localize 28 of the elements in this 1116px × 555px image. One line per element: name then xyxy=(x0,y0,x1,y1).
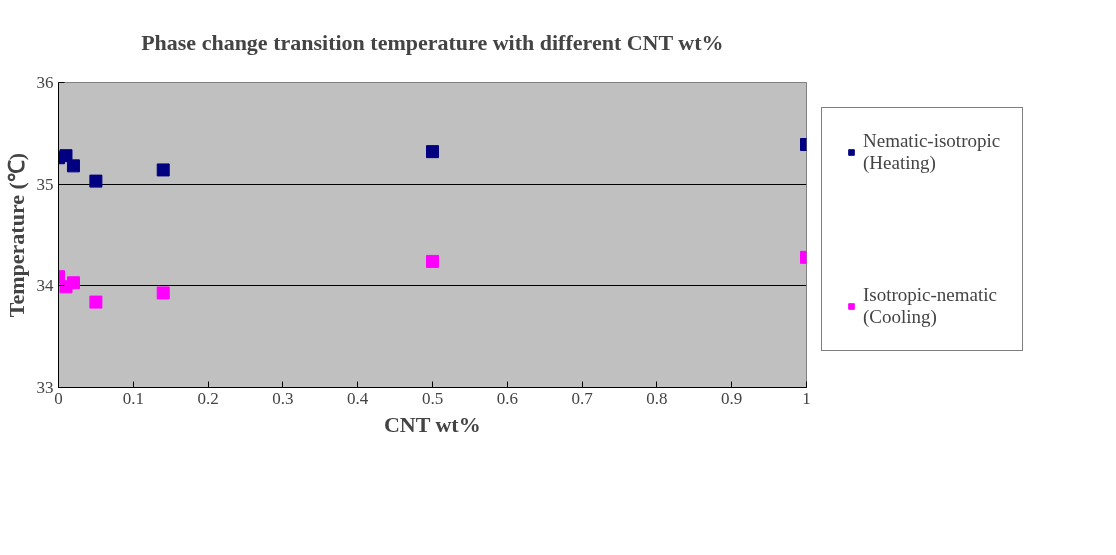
point xyxy=(156,286,170,300)
point xyxy=(89,174,103,188)
point xyxy=(59,280,73,294)
x-tick-label: 0.4 xyxy=(347,388,369,408)
point xyxy=(156,163,170,177)
x-tick-label: 0.7 xyxy=(571,388,594,408)
legend-label: Nematic-isotropic (Heating) xyxy=(863,130,1001,174)
legend-label: Isotropic-nematic (Cooling) xyxy=(863,284,998,328)
x-tick-label: 0.5 xyxy=(421,388,444,408)
x-tick-label: 0.1 xyxy=(122,388,144,408)
x-tick-label: 0.3 xyxy=(272,388,294,408)
point xyxy=(66,159,80,173)
y-tick-label: 35 xyxy=(36,174,54,194)
y-tick-label: 34 xyxy=(36,276,54,296)
point xyxy=(89,295,103,309)
x-tick-label: 1 xyxy=(802,388,811,408)
point xyxy=(426,254,439,268)
x-tick-label: 0.8 xyxy=(646,388,668,408)
x-tick-label: 0.2 xyxy=(197,388,219,408)
point xyxy=(426,145,439,159)
y-tick-label: 36 xyxy=(36,73,54,92)
x-tick-label: 0.6 xyxy=(496,388,518,408)
y-tick-label: 33 xyxy=(36,378,54,397)
x-axis-title: CNT wt% xyxy=(383,411,481,437)
y-axis-title: Temperature (℃) xyxy=(3,152,29,318)
x-tick-label: 0.9 xyxy=(721,388,743,408)
chart-title: Phase change transition temperature with different CNT wt% xyxy=(141,30,724,55)
x-tick-label: 0 xyxy=(54,388,63,408)
